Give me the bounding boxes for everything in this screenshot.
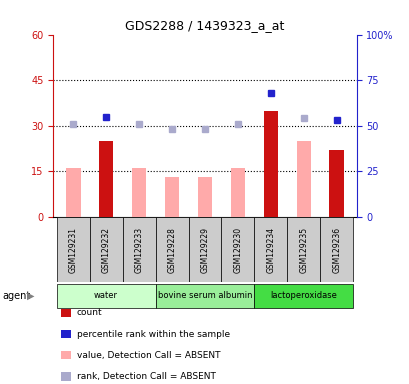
Text: count: count — [76, 308, 102, 318]
Text: water: water — [94, 291, 118, 300]
Bar — [65, 168, 80, 217]
Text: percentile rank within the sample: percentile rank within the sample — [76, 329, 229, 339]
Bar — [263, 111, 278, 217]
Bar — [320, 217, 353, 282]
Text: agent: agent — [2, 291, 30, 301]
Text: GSM129230: GSM129230 — [233, 227, 242, 273]
Bar — [221, 217, 254, 282]
Bar — [131, 168, 146, 217]
Bar — [188, 217, 221, 282]
Bar — [99, 141, 113, 217]
Text: rank, Detection Call = ABSENT: rank, Detection Call = ABSENT — [76, 372, 215, 381]
Bar — [155, 283, 254, 308]
Text: GSM129233: GSM129233 — [134, 227, 143, 273]
Title: GDS2288 / 1439323_a_at: GDS2288 / 1439323_a_at — [125, 19, 284, 32]
Bar — [254, 283, 353, 308]
Bar — [254, 217, 287, 282]
Text: GSM129229: GSM129229 — [200, 227, 209, 273]
Text: GSM129228: GSM129228 — [167, 227, 176, 273]
Text: GSM129234: GSM129234 — [266, 227, 275, 273]
Text: GSM129236: GSM129236 — [332, 227, 341, 273]
Bar — [197, 177, 212, 217]
Bar — [122, 217, 155, 282]
Bar — [329, 150, 344, 217]
Text: GSM129231: GSM129231 — [68, 227, 77, 273]
Bar — [164, 177, 179, 217]
Bar — [56, 283, 155, 308]
Text: lactoperoxidase: lactoperoxidase — [270, 291, 337, 300]
Bar — [89, 217, 122, 282]
Text: ▶: ▶ — [27, 291, 34, 301]
Text: bovine serum albumin: bovine serum albumin — [157, 291, 252, 300]
Bar — [296, 141, 310, 217]
Text: GSM129235: GSM129235 — [299, 227, 308, 273]
Bar — [230, 168, 245, 217]
Bar — [155, 217, 188, 282]
Bar — [287, 217, 320, 282]
Text: GSM129232: GSM129232 — [101, 227, 110, 273]
Text: value, Detection Call = ABSENT: value, Detection Call = ABSENT — [76, 351, 220, 360]
Bar — [56, 217, 89, 282]
